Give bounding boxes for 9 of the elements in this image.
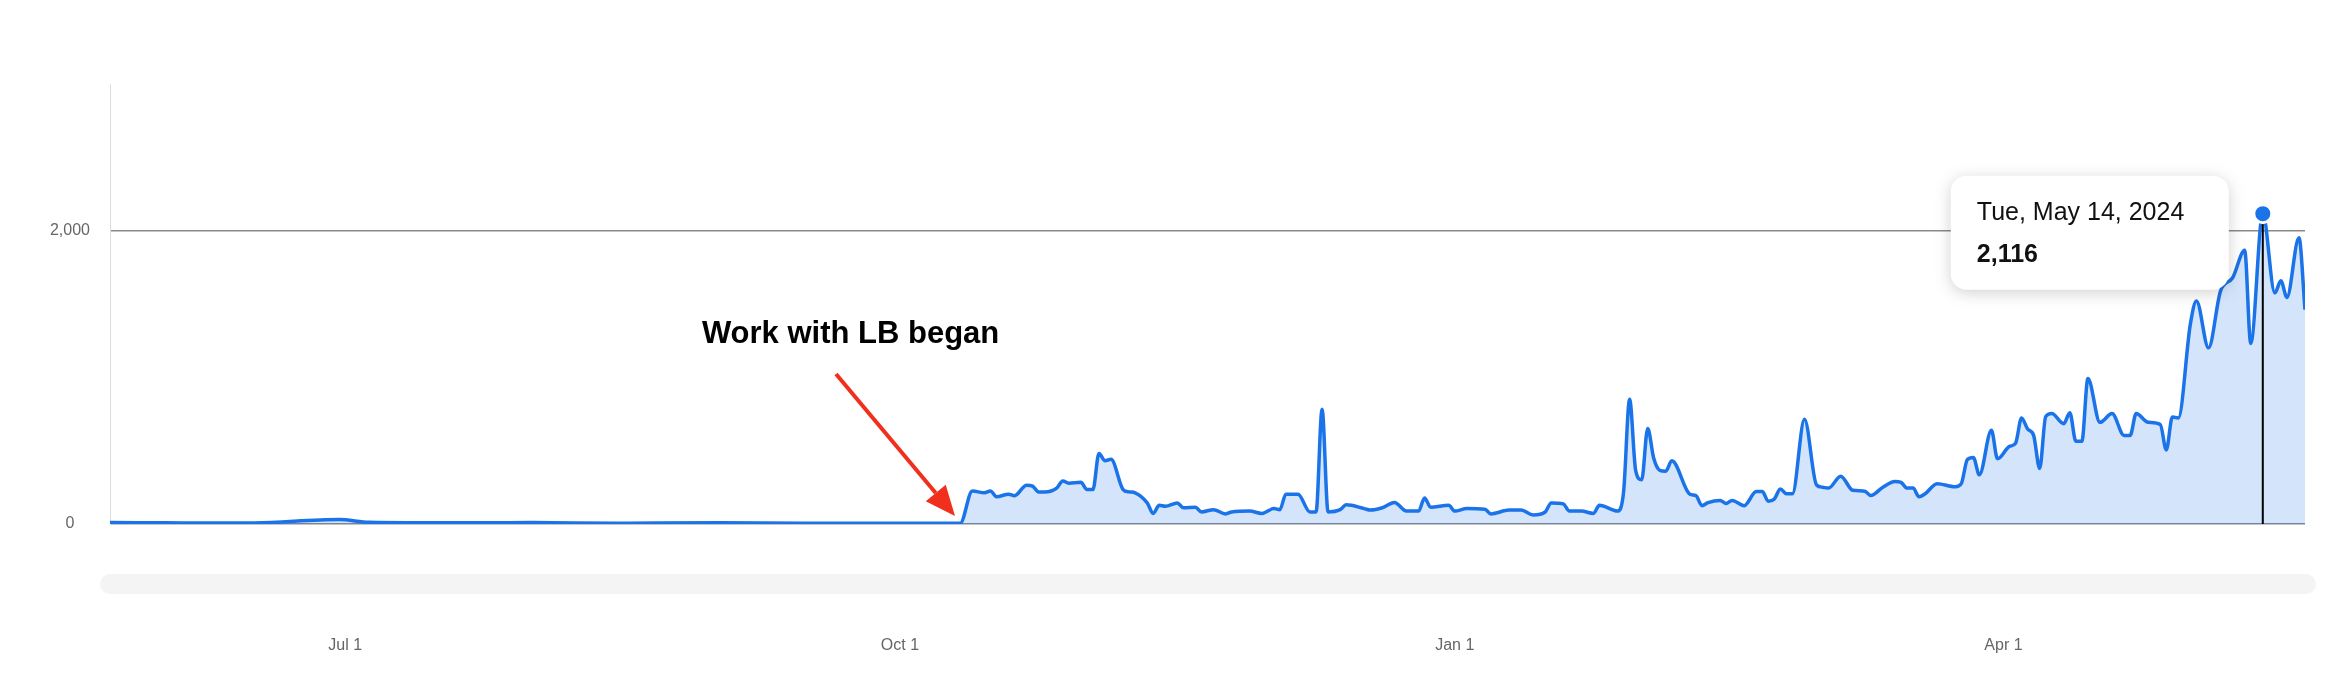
annotation: Tue, May 14, 2024 xyxy=(1976,196,2185,225)
y-tick-label: 2,000 xyxy=(49,221,91,239)
x-tick-label: Jul 1 xyxy=(328,636,363,654)
annotation: 2,116 xyxy=(1976,238,2038,267)
x-tick-label: Jan 1 xyxy=(1435,636,1475,654)
x-tick-label: Oct 1 xyxy=(880,636,920,654)
annotation: Work with LB began xyxy=(701,314,1000,350)
y-tick-label: 0 xyxy=(65,514,75,532)
x-tick-label: Apr 1 xyxy=(1984,636,2023,654)
